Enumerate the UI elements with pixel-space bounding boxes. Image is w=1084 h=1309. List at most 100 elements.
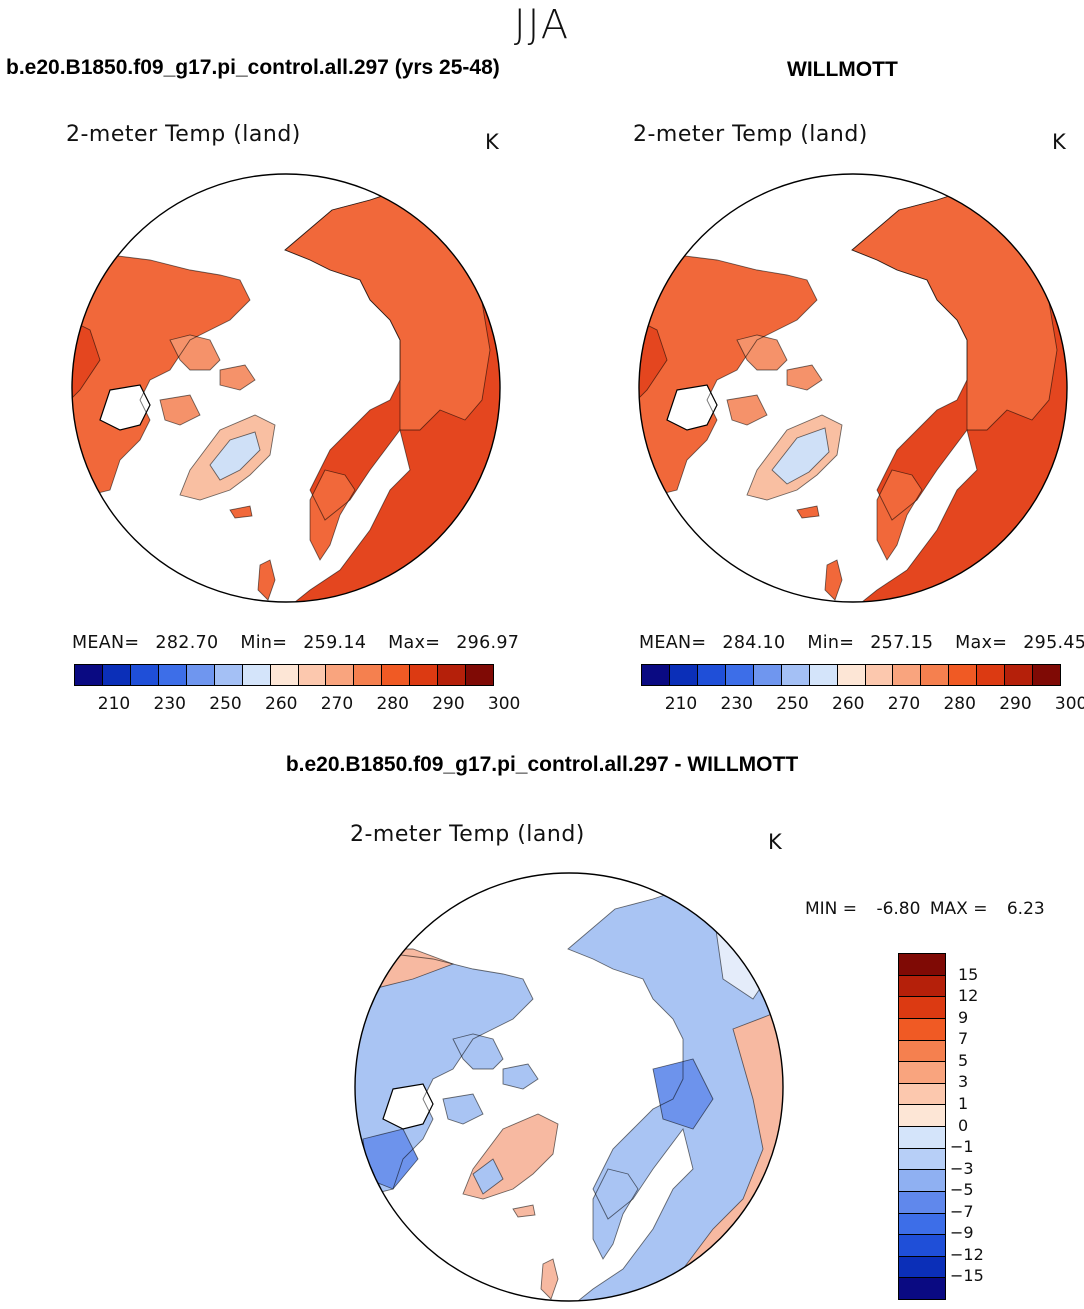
colorbar-tick-label: 270 <box>887 694 921 714</box>
colorbar-cell <box>382 665 411 685</box>
diff-colorbar-cell <box>899 1191 945 1214</box>
right-colorbar <box>641 664 1061 686</box>
right-polar-map <box>638 173 1068 603</box>
colorbar-cell <box>466 665 494 685</box>
right-case-title: WILLMOTT <box>787 58 898 81</box>
diff-colorbar-cell <box>899 1040 945 1063</box>
coastline <box>512 1204 536 1218</box>
coastline <box>472 1158 504 1195</box>
hudson-bay <box>382 1083 434 1130</box>
right-mean-label: MEAN= <box>639 633 707 653</box>
land-region <box>258 560 275 600</box>
colorbar-cell <box>270 665 299 685</box>
diff-colorbar-cell <box>899 1105 945 1127</box>
hudson-bay <box>99 384 151 431</box>
coastline <box>462 1113 559 1200</box>
colorbar-cell <box>669 665 698 685</box>
diff-colorbar-label: −12 <box>950 1244 984 1264</box>
coastline <box>502 1063 539 1090</box>
land-region <box>210 432 260 480</box>
left-colorbar <box>74 664 494 686</box>
coastline <box>786 364 823 391</box>
diff-colorbar-cell <box>899 997 945 1019</box>
diff-colorbar-label: 3 <box>958 1072 969 1092</box>
diff-unit: K <box>768 830 782 854</box>
diff-minmax: MIN = -6.80 MAX = 6.23 <box>805 899 1045 919</box>
colorbar-tick-label: 280 <box>943 694 976 714</box>
colorbar-cell <box>837 665 866 685</box>
land-region <box>72 255 250 500</box>
coastline <box>209 431 261 481</box>
coastline <box>452 1033 504 1070</box>
land-region <box>503 1064 538 1089</box>
colorbar-tick-label: 260 <box>832 694 865 714</box>
colorbar-tick-label: 210 <box>97 694 131 714</box>
land-region <box>639 255 817 500</box>
diff-colorbar-cell <box>899 1018 945 1041</box>
colorbar-cell <box>354 665 383 685</box>
coastline <box>796 505 820 519</box>
colorbar-cell <box>753 665 782 685</box>
colorbar-cell <box>438 665 467 685</box>
land-region <box>772 428 829 484</box>
land-region <box>825 560 842 600</box>
colorbar-cell <box>977 665 1006 685</box>
diff-colorbar-cell <box>899 1256 945 1279</box>
land-region <box>220 365 255 390</box>
right-colorbar-ticks: 210 230 250 260 270 280 290 300 <box>641 694 1084 714</box>
coastline <box>169 334 221 371</box>
colorbar-cell <box>102 665 131 685</box>
colorbar-cell <box>298 665 327 685</box>
colorbar-cell <box>697 665 726 685</box>
colorbar-cell <box>1033 665 1061 685</box>
coastline <box>639 254 818 501</box>
diff-colorbar-labels: 15 12 9 7 5 3 1 0 −1 −3 −5 −7 −9 −12 −15 <box>950 953 1018 1298</box>
land-region <box>160 395 200 425</box>
diff-min-label: MIN = <box>805 899 858 919</box>
left-case-title: b.e20.B1850.f09_g17.pi_control.all.297 (… <box>6 56 500 79</box>
colorbar-cell <box>242 665 271 685</box>
diff-colorbar-label: 12 <box>958 986 979 1006</box>
season-title: JJA <box>513 2 571 48</box>
left-stats: MEAN= 282.70 Min= 259.14 Max= 296.97 <box>72 633 535 653</box>
diff-max-value: 6.23 <box>1006 899 1045 919</box>
land-region <box>363 1129 418 1189</box>
land-region <box>453 1034 503 1069</box>
diff-colorbar-label: −7 <box>950 1201 974 1221</box>
coastline <box>229 505 253 519</box>
diff-colorbar-label: 15 <box>958 964 979 984</box>
colorbar-tick-label: 250 <box>209 694 242 714</box>
land-region <box>593 1169 638 1259</box>
colorbar-tick-label: 300 <box>487 694 521 714</box>
diff-polar-map <box>354 872 784 1302</box>
map-border <box>71 173 501 603</box>
land-region <box>653 1059 713 1129</box>
diff-colorbar-cell <box>899 1127 945 1149</box>
land-region <box>285 174 490 430</box>
right-max-label: Max= <box>955 633 1008 653</box>
colorbar-cell <box>865 665 894 685</box>
colorbar-tick-label: 250 <box>776 694 809 714</box>
colorbar-cell <box>186 665 215 685</box>
colorbar-tick-label: 300 <box>1054 694 1084 714</box>
left-max-label: Max= <box>388 633 441 653</box>
colorbar-tick-label: 210 <box>664 694 698 714</box>
land-region <box>310 470 355 560</box>
coastline <box>309 469 356 561</box>
coastline <box>355 953 534 1200</box>
colorbar-cell <box>893 665 922 685</box>
coastline <box>592 1168 639 1260</box>
coastline <box>72 319 101 402</box>
land-region <box>727 395 767 425</box>
land-region <box>443 1094 483 1124</box>
coastline <box>824 559 843 601</box>
diff-variable-title: 2-meter Temp (land) <box>350 822 585 847</box>
land-region <box>737 335 787 370</box>
colorbar-cell <box>130 665 159 685</box>
diff-colorbar-cell <box>899 1062 945 1084</box>
diff-colorbar-label: 5 <box>958 1050 969 1070</box>
right-variable-title: 2-meter Temp (land) <box>633 122 868 147</box>
coastline <box>736 334 788 371</box>
coastline <box>652 1058 714 1130</box>
left-mean-label: MEAN= <box>72 633 140 653</box>
